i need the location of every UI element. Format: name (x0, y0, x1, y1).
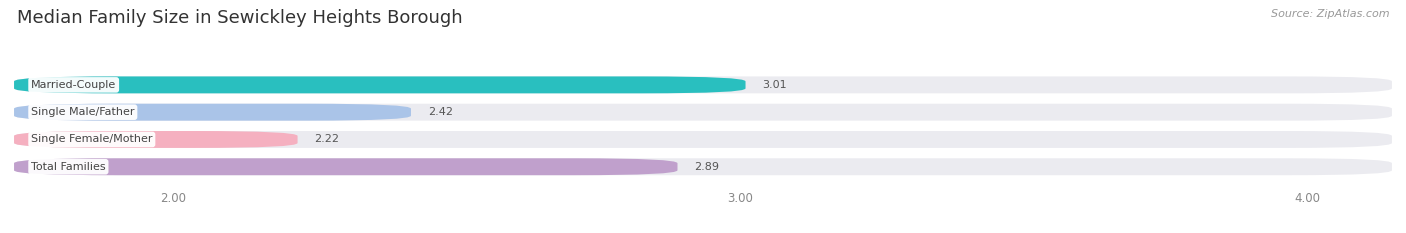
Text: Single Male/Father: Single Male/Father (31, 107, 135, 117)
Text: Median Family Size in Sewickley Heights Borough: Median Family Size in Sewickley Heights … (17, 9, 463, 27)
Text: 2.42: 2.42 (427, 107, 453, 117)
FancyBboxPatch shape (14, 158, 678, 175)
FancyBboxPatch shape (14, 131, 1392, 148)
FancyBboxPatch shape (14, 76, 1392, 93)
Text: 2.22: 2.22 (315, 134, 340, 144)
Text: Single Female/Mother: Single Female/Mother (31, 134, 153, 144)
FancyBboxPatch shape (14, 158, 1392, 175)
Text: 2.89: 2.89 (695, 162, 720, 172)
FancyBboxPatch shape (14, 131, 298, 148)
FancyBboxPatch shape (14, 104, 1392, 121)
Text: Married-Couple: Married-Couple (31, 80, 117, 90)
FancyBboxPatch shape (14, 104, 411, 121)
Text: Total Families: Total Families (31, 162, 105, 172)
Text: Source: ZipAtlas.com: Source: ZipAtlas.com (1271, 9, 1389, 19)
Text: 3.01: 3.01 (762, 80, 787, 90)
FancyBboxPatch shape (14, 76, 745, 93)
